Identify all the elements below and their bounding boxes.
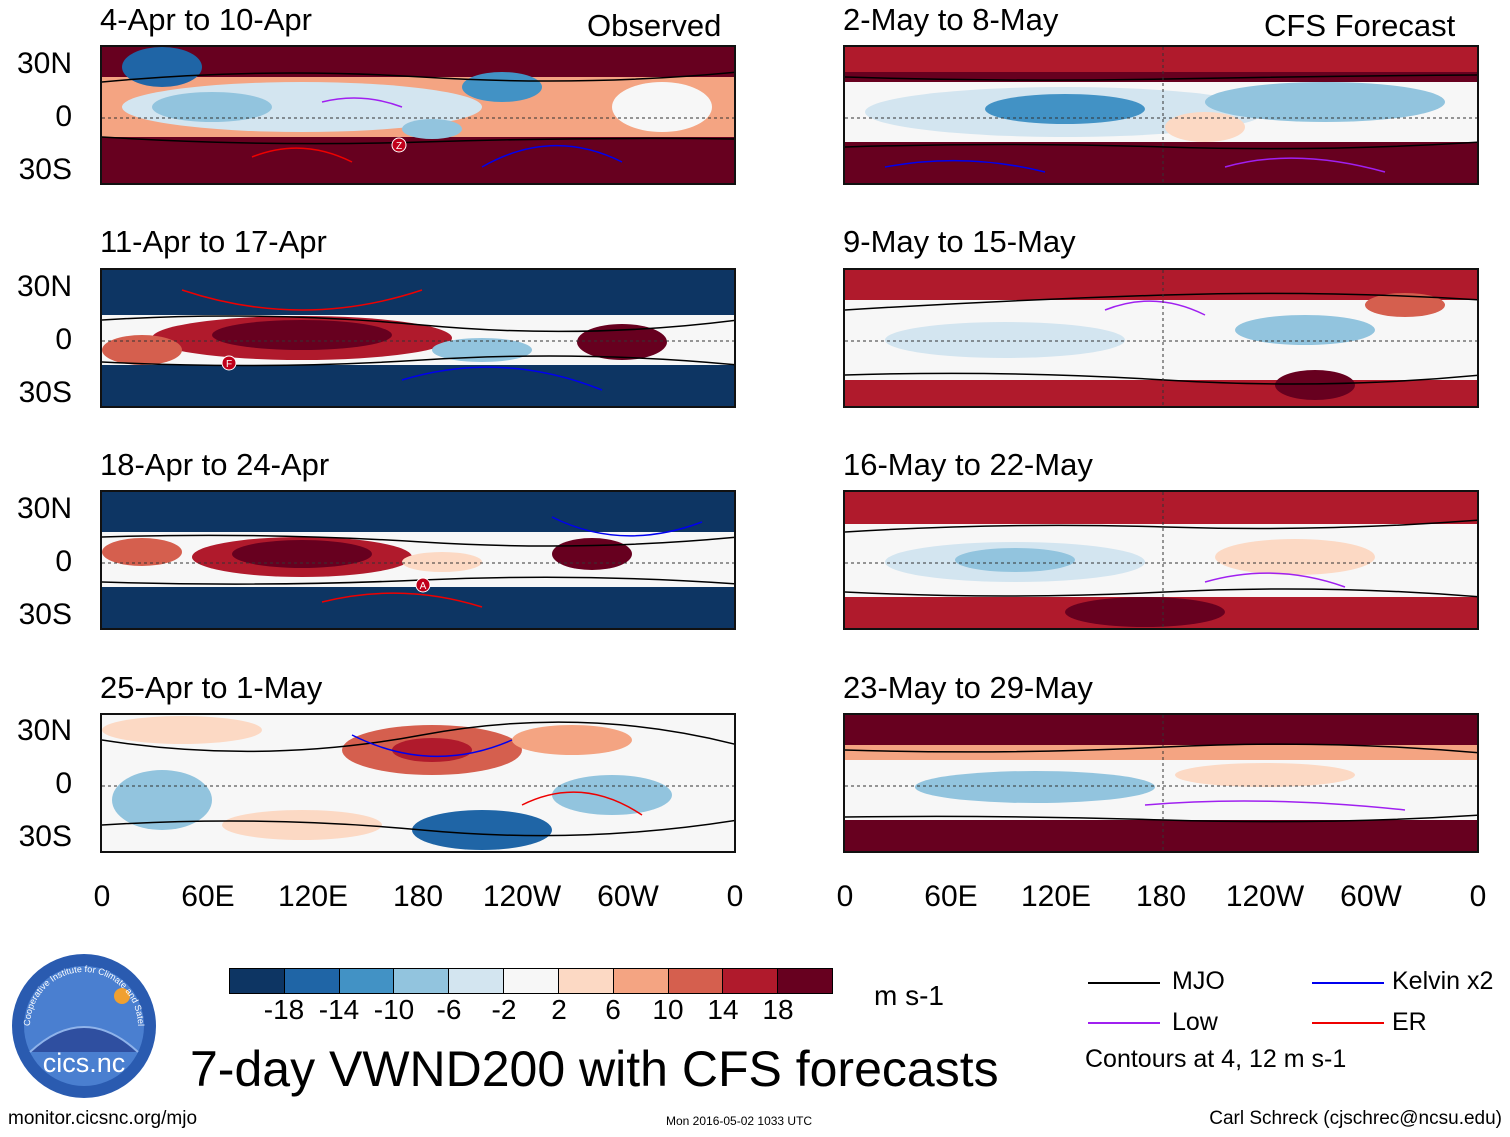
lon-label: 120E xyxy=(277,880,349,913)
colorbar-label: -10 xyxy=(373,994,415,1025)
colorbar-label: -2 xyxy=(491,994,517,1025)
colorbar-segment xyxy=(394,969,450,993)
colorbar-label: 14 xyxy=(707,994,739,1025)
legend-line-kelvin xyxy=(1312,982,1384,984)
legend-line-mjo xyxy=(1088,982,1160,984)
colorbar-label: 10 xyxy=(652,994,684,1025)
lat-label-30s: 30S xyxy=(18,153,72,186)
lat-label-eq: 0 xyxy=(55,545,72,578)
panel-title-obs-3: 18-Apr to 24-Apr xyxy=(100,447,330,482)
marker-label: F xyxy=(226,359,232,370)
lon-label: 60E xyxy=(181,880,235,913)
panel-title-fc-3: 16-May to 22-May xyxy=(843,447,1093,482)
lon-label: 0 xyxy=(836,880,854,913)
legend-line-low xyxy=(1088,1022,1160,1024)
legend-line-er xyxy=(1312,1022,1384,1024)
panel-title-obs-2: 11-Apr to 17-Apr xyxy=(100,224,327,259)
colorbar-label: 2 xyxy=(551,994,567,1025)
map-panel-obs-4 xyxy=(100,713,736,853)
colorbar-segment xyxy=(449,969,505,993)
colorbar-segment xyxy=(230,969,285,993)
map-panel-fc-1 xyxy=(843,45,1479,185)
lon-label: 180 xyxy=(392,880,444,913)
lat-label-30s: 30S xyxy=(18,820,72,853)
lon-label: 60W xyxy=(1340,880,1402,913)
panel-title-fc-4: 23-May to 29-May xyxy=(843,670,1093,705)
footer-timestamp: Mon 2016-05-02 1033 UTC xyxy=(666,1114,813,1128)
observed-tag: Observed xyxy=(587,8,722,43)
colorbar-label: 18 xyxy=(762,994,794,1025)
lon-label: 120W xyxy=(1225,880,1305,913)
map-panel-obs-1: Z xyxy=(100,45,736,185)
colorbar-segment xyxy=(339,969,395,993)
logo-text: cics.nc xyxy=(43,1048,126,1078)
lat-label-30n: 30N xyxy=(16,714,72,747)
lat-label-30n: 30N xyxy=(16,492,72,525)
lat-label-30n: 30N xyxy=(16,47,72,80)
footer-url[interactable]: monitor.cicsnc.org/mjo xyxy=(8,1108,198,1129)
colorbar-segment xyxy=(778,969,832,993)
lat-label-30s: 30S xyxy=(18,376,72,409)
colorbar-label: -14 xyxy=(318,994,360,1025)
lon-label: 180 xyxy=(1135,880,1187,913)
map-panel-fc-2 xyxy=(843,268,1479,408)
legend-label-er: ER xyxy=(1392,1008,1427,1036)
colorbar-segment xyxy=(558,969,614,993)
map-panel-obs-2: F xyxy=(100,268,736,408)
colorbar-label: -6 xyxy=(436,994,462,1025)
colorbar xyxy=(229,968,833,994)
legend-label-mjo: MJO xyxy=(1172,967,1225,995)
colorbar-segment xyxy=(504,969,559,993)
lon-label: 60W xyxy=(597,880,659,913)
lon-label: 60E xyxy=(924,880,978,913)
marker-label: A xyxy=(420,581,427,592)
footer-author: Carl Schreck (cjschrec@ncsu.edu) xyxy=(1209,1108,1502,1129)
lat-label-eq: 0 xyxy=(55,323,72,356)
lon-label: 120E xyxy=(1020,880,1092,913)
colorbar-segment xyxy=(284,969,340,993)
lon-label: 120W xyxy=(482,880,562,913)
colorbar-segment xyxy=(668,969,724,993)
legend-label-low: Low xyxy=(1172,1008,1218,1036)
map-panel-obs-3: A xyxy=(100,490,736,630)
lon-label: 0 xyxy=(726,880,744,913)
marker-label: Z xyxy=(396,141,402,152)
colorbar-segment xyxy=(613,969,669,993)
lat-label-eq: 0 xyxy=(55,767,72,800)
panel-title-fc-1: 2-May to 8-May xyxy=(843,2,1059,37)
lon-label: 0 xyxy=(1469,880,1487,913)
colorbar-label: 6 xyxy=(605,994,621,1025)
lat-label-eq: 0 xyxy=(55,100,72,133)
units-label: m s-1 xyxy=(874,980,944,1011)
contour-note: Contours at 4, 12 m s-1 xyxy=(1085,1045,1347,1073)
forecast-tag: CFS Forecast xyxy=(1264,8,1456,43)
cics-logo: Cooperative Institute for Climate and Sa… xyxy=(7,944,158,1100)
map-panel-fc-3 xyxy=(843,490,1479,630)
colorbar-segment xyxy=(723,969,779,993)
panel-title-obs-1: 4-Apr to 10-Apr xyxy=(100,2,312,37)
figure-title: 7-day VWND200 with CFS forecasts xyxy=(190,1041,999,1097)
panel-title-obs-4: 25-Apr to 1-May xyxy=(100,670,323,705)
colorbar-label: -18 xyxy=(263,994,305,1025)
legend-label-kelvin: Kelvin x2 xyxy=(1392,967,1494,995)
lat-label-30s: 30S xyxy=(18,598,72,631)
panel-title-fc-2: 9-May to 15-May xyxy=(843,224,1076,259)
lon-label: 0 xyxy=(93,880,111,913)
lat-label-30n: 30N xyxy=(16,270,72,303)
map-panel-fc-4 xyxy=(843,713,1479,853)
